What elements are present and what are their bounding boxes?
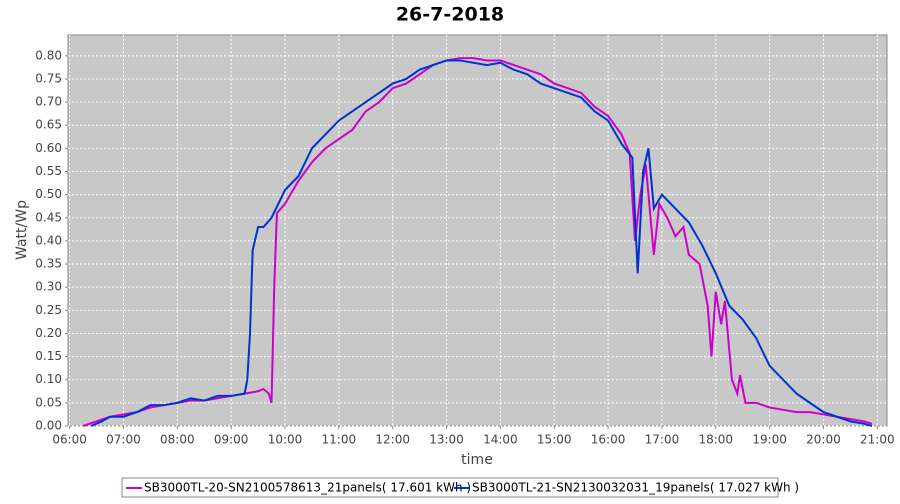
series-line bbox=[90, 59, 873, 427]
x-tick-label: 10:00 bbox=[268, 433, 303, 447]
y-tick-label: 0.10 bbox=[35, 372, 62, 386]
x-axis-label: time bbox=[461, 452, 493, 468]
y-tick-label: 0.75 bbox=[35, 71, 62, 85]
x-tick-label: 08:00 bbox=[160, 433, 195, 447]
y-tick-label: 0.30 bbox=[35, 280, 62, 294]
x-tick-label: 21:00 bbox=[860, 433, 895, 447]
legend bbox=[121, 477, 779, 498]
x-tick-label: 16:00 bbox=[591, 433, 626, 447]
x-tick-label: 20:00 bbox=[806, 433, 841, 447]
x-tick-label: 18:00 bbox=[698, 433, 733, 447]
x-tick-label: 11:00 bbox=[322, 433, 357, 447]
y-tick-label: 0.65 bbox=[35, 118, 62, 132]
y-tick-label: 0.80 bbox=[35, 48, 62, 62]
x-tick-label: 14:00 bbox=[483, 433, 518, 447]
plot-area bbox=[67, 34, 888, 427]
y-tick-label: 0.55 bbox=[35, 164, 62, 178]
y-tick-label: 0.35 bbox=[35, 257, 62, 271]
y-axis-label: Watt/Wp bbox=[14, 200, 30, 260]
x-tick-label: 07:00 bbox=[106, 433, 141, 447]
y-tick-label: 0.50 bbox=[35, 187, 62, 201]
y-tick-label: 0.05 bbox=[35, 395, 62, 409]
y-tick-label: 0.20 bbox=[35, 326, 62, 340]
x-tick-label: 15:00 bbox=[537, 433, 572, 447]
y-tick-label: 0.70 bbox=[35, 95, 62, 109]
y-tick-label: 0.45 bbox=[35, 210, 62, 224]
y-tick-label: 0.60 bbox=[35, 141, 62, 155]
legend-label: SB3000TL-20-SN2100578613_21panels( 17.60… bbox=[144, 481, 471, 495]
x-tick-label: 17:00 bbox=[645, 433, 680, 447]
x-tick-label: 12:00 bbox=[375, 433, 410, 447]
series-line bbox=[82, 57, 873, 427]
legend-label: SB3000TL-21-SN2130032031_19panels( 17.02… bbox=[472, 481, 799, 495]
x-tick-label: 06:00 bbox=[52, 433, 87, 447]
y-tick-label: 0.15 bbox=[35, 349, 62, 363]
x-tick-label: 09:00 bbox=[214, 433, 249, 447]
x-tick-label: 13:00 bbox=[429, 433, 464, 447]
y-tick-label: 0.00 bbox=[35, 419, 62, 433]
y-tick-label: 0.40 bbox=[35, 233, 62, 247]
chart-title: 26-7-2018 bbox=[396, 4, 504, 26]
x-tick-label: 19:00 bbox=[752, 433, 787, 447]
y-tick-label: 0.25 bbox=[35, 303, 62, 317]
